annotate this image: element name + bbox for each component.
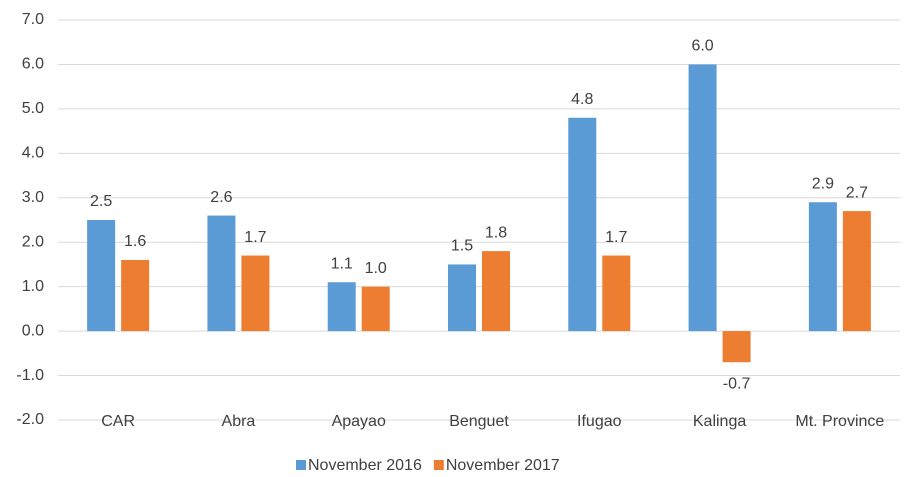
x-tick-label: Benguet bbox=[449, 413, 509, 430]
data-label: 1.7 bbox=[605, 229, 627, 246]
y-tick-label: 2.0 bbox=[22, 233, 44, 250]
data-label: -0.7 bbox=[723, 375, 751, 392]
y-tick-label: 1.0 bbox=[22, 278, 44, 295]
data-label: 4.8 bbox=[571, 91, 593, 108]
bar bbox=[361, 286, 390, 332]
y-tick-label: -1.0 bbox=[16, 367, 44, 384]
bar bbox=[448, 264, 476, 332]
x-tick-label: CAR bbox=[101, 413, 135, 430]
data-label: 6.0 bbox=[691, 38, 713, 55]
y-tick-label: -2.0 bbox=[16, 411, 44, 428]
bar bbox=[688, 64, 717, 332]
data-label: 1.1 bbox=[331, 255, 353, 272]
legend-label: November 2017 bbox=[446, 457, 560, 474]
bar bbox=[241, 255, 270, 332]
bar bbox=[327, 282, 356, 332]
data-label: 2.7 bbox=[846, 184, 868, 201]
bar bbox=[602, 255, 631, 332]
bar bbox=[722, 331, 751, 363]
data-label: 1.6 bbox=[124, 233, 146, 250]
legend-swatch bbox=[296, 460, 306, 470]
y-tick-label: 0.0 bbox=[22, 322, 44, 339]
x-tick-label: Abra bbox=[222, 413, 256, 430]
data-label: 1.8 bbox=[485, 224, 507, 241]
x-tick-label: Kalinga bbox=[693, 413, 746, 430]
y-tick-label: 4.0 bbox=[22, 145, 44, 162]
x-tick-label: Apayao bbox=[332, 413, 386, 430]
bar bbox=[842, 211, 871, 332]
legend-label: November 2016 bbox=[308, 457, 422, 474]
legend-swatch bbox=[433, 460, 444, 470]
bar bbox=[568, 117, 597, 332]
y-tick-label: 6.0 bbox=[22, 56, 44, 73]
data-label: 1.7 bbox=[244, 229, 266, 246]
data-label: 1.5 bbox=[451, 238, 473, 255]
bar bbox=[482, 251, 510, 332]
data-label: 2.6 bbox=[210, 189, 232, 206]
y-tick-label: 3.0 bbox=[22, 189, 44, 206]
bar bbox=[121, 260, 150, 332]
x-tick-label: Ifugao bbox=[577, 413, 622, 430]
y-tick-label: 5.0 bbox=[22, 100, 44, 117]
data-label: 2.9 bbox=[812, 175, 834, 192]
bar bbox=[808, 202, 837, 332]
data-label: 1.0 bbox=[365, 260, 387, 277]
data-label: 2.5 bbox=[90, 193, 112, 210]
y-tick-label: 7.0 bbox=[22, 11, 44, 28]
bar bbox=[207, 215, 236, 332]
x-tick-label: Mt. Province bbox=[795, 413, 884, 430]
bar bbox=[87, 220, 116, 332]
